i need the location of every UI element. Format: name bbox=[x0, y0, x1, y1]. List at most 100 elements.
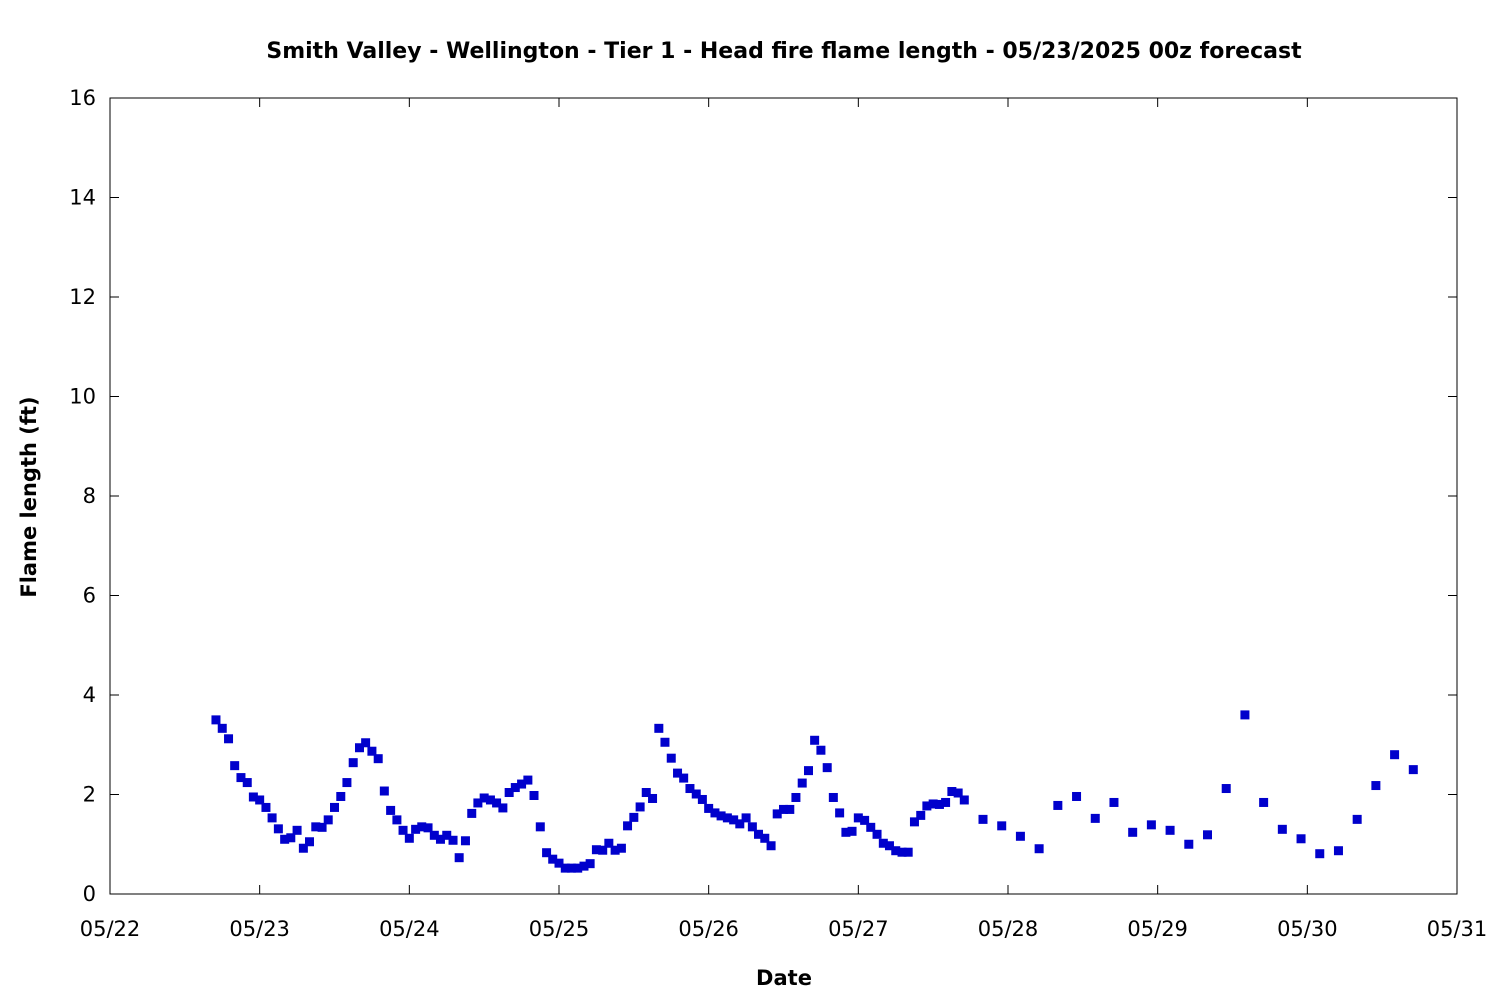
data-point bbox=[903, 847, 913, 857]
data-point bbox=[591, 845, 601, 855]
data-point bbox=[411, 824, 421, 834]
data-point bbox=[1053, 800, 1063, 810]
data-point bbox=[373, 754, 383, 764]
data-point bbox=[492, 798, 502, 808]
data-point bbox=[267, 813, 277, 823]
data-point bbox=[704, 803, 714, 813]
x-tick-label: 05/28 bbox=[978, 917, 1039, 941]
chart-title: Smith Valley - Wellington - Tier 1 - Hea… bbox=[266, 39, 1302, 64]
data-point bbox=[710, 808, 720, 818]
data-point bbox=[947, 787, 957, 797]
data-point bbox=[242, 778, 252, 788]
y-tick-label: 0 bbox=[83, 882, 96, 906]
y-tick-label: 12 bbox=[69, 285, 96, 309]
data-point bbox=[217, 723, 227, 733]
data-point bbox=[1371, 781, 1381, 791]
data-point bbox=[1390, 750, 1400, 760]
data-point bbox=[610, 845, 620, 855]
data-point bbox=[248, 792, 258, 802]
data-point bbox=[872, 829, 882, 839]
y-tick-label: 8 bbox=[83, 484, 96, 508]
data-point bbox=[1090, 813, 1100, 823]
data-point bbox=[934, 799, 944, 809]
y-tick-label: 10 bbox=[69, 385, 96, 409]
data-point bbox=[379, 786, 389, 796]
data-point bbox=[560, 863, 570, 873]
data-point bbox=[354, 743, 364, 753]
data-point bbox=[1015, 831, 1025, 841]
data-point bbox=[847, 826, 857, 836]
data-point bbox=[292, 825, 302, 835]
data-point bbox=[866, 822, 876, 832]
data-point bbox=[392, 815, 402, 825]
data-point bbox=[1259, 797, 1269, 807]
x-axis-label: Date bbox=[756, 966, 812, 990]
data-point bbox=[766, 841, 776, 851]
data-point bbox=[255, 795, 265, 805]
data-point bbox=[1408, 765, 1418, 775]
data-point bbox=[361, 738, 371, 748]
data-point bbox=[697, 794, 707, 804]
data-point bbox=[616, 843, 626, 853]
data-point bbox=[635, 802, 645, 812]
data-point bbox=[997, 821, 1007, 831]
data-point bbox=[604, 838, 614, 848]
data-point bbox=[554, 858, 564, 868]
data-point bbox=[741, 813, 751, 823]
x-tick-label: 05/22 bbox=[80, 917, 141, 941]
data-point bbox=[548, 854, 558, 864]
data-point bbox=[841, 827, 851, 837]
data-point bbox=[648, 793, 658, 803]
data-point bbox=[922, 801, 932, 811]
data-point bbox=[417, 822, 427, 832]
data-point bbox=[897, 847, 907, 857]
data-point bbox=[797, 778, 807, 788]
y-tick-label: 4 bbox=[83, 683, 96, 707]
data-point bbox=[542, 848, 552, 858]
data-point bbox=[404, 833, 414, 843]
data-point bbox=[429, 830, 439, 840]
data-point bbox=[473, 798, 483, 808]
data-point bbox=[1240, 710, 1250, 720]
data-point bbox=[878, 838, 888, 848]
y-tick-label: 6 bbox=[83, 584, 96, 608]
data-point bbox=[835, 808, 845, 818]
data-point bbox=[953, 788, 963, 798]
data-point bbox=[510, 783, 520, 793]
data-point bbox=[760, 833, 770, 843]
data-point bbox=[685, 784, 695, 794]
data-point bbox=[1034, 844, 1044, 854]
data-point bbox=[585, 859, 595, 869]
data-point bbox=[679, 773, 689, 783]
data-point bbox=[1277, 824, 1287, 834]
data-point bbox=[673, 768, 683, 778]
data-points bbox=[211, 710, 1418, 873]
data-point bbox=[598, 845, 608, 855]
data-point bbox=[280, 834, 290, 844]
data-point bbox=[236, 773, 246, 783]
data-point bbox=[816, 745, 826, 755]
data-point bbox=[573, 863, 583, 873]
plot-frame bbox=[109, 97, 1458, 895]
data-point bbox=[342, 778, 352, 788]
data-point bbox=[909, 817, 919, 827]
x-tick-label: 05/29 bbox=[1127, 917, 1188, 941]
data-point bbox=[579, 861, 589, 871]
data-point bbox=[435, 834, 445, 844]
data-point bbox=[485, 795, 495, 805]
data-point bbox=[566, 863, 576, 873]
x-tick-label: 05/31 bbox=[1427, 917, 1488, 941]
data-point bbox=[941, 797, 951, 807]
data-point bbox=[791, 792, 801, 802]
data-point bbox=[860, 815, 870, 825]
data-point bbox=[747, 822, 757, 832]
data-point bbox=[367, 746, 377, 756]
data-point bbox=[523, 775, 533, 785]
data-point bbox=[460, 836, 470, 846]
x-tick-label: 05/26 bbox=[678, 917, 739, 941]
data-point bbox=[479, 793, 489, 803]
data-point bbox=[623, 821, 633, 831]
data-point bbox=[716, 811, 726, 821]
data-point bbox=[978, 814, 988, 824]
